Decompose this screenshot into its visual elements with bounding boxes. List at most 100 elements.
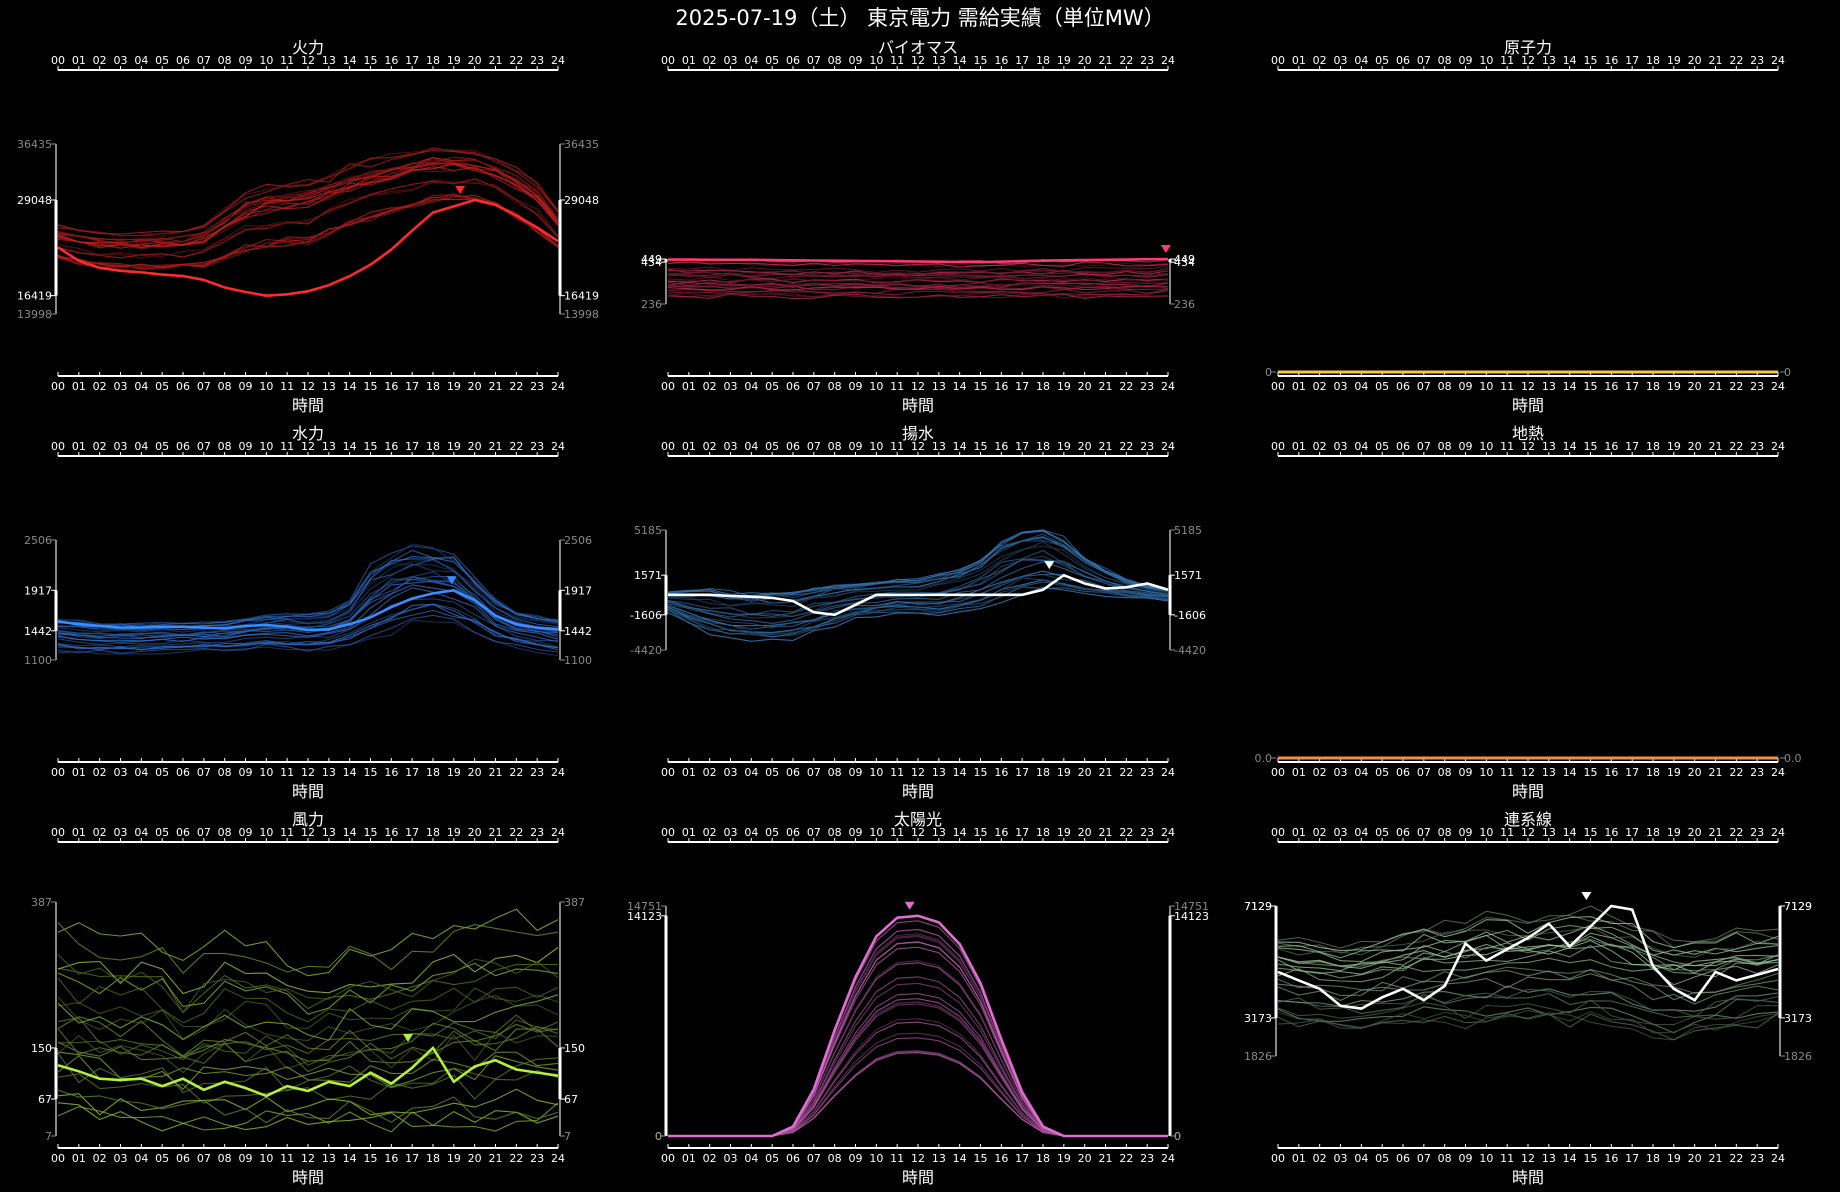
tick-label: 18: [426, 440, 440, 453]
panel-title: 風力: [291, 810, 324, 829]
history-line: [57, 181, 559, 257]
tick-label: 20: [1688, 766, 1702, 779]
main-title: 2025-07-19（土） 東京電力 需給実績（単位MW）: [675, 6, 1165, 30]
tick-label: 22: [509, 54, 523, 67]
tick-label: 09: [849, 440, 863, 453]
tick-label: 08: [218, 380, 232, 393]
tick-label: 12: [911, 826, 925, 839]
tick-label: 24: [1161, 54, 1175, 67]
history-line: [57, 149, 559, 235]
tick-label: 07: [197, 54, 211, 67]
max-label: 0: [1784, 366, 1791, 379]
history-line: [57, 166, 559, 249]
tick-label: 07: [1417, 1152, 1431, 1165]
current-max-label: 150: [564, 1042, 585, 1055]
tick-label: 17: [1625, 1152, 1639, 1165]
tick-label: 02: [93, 54, 107, 67]
tick-label: 02: [1313, 440, 1327, 453]
tick-label: 13: [1542, 766, 1556, 779]
tick-label: 01: [72, 54, 86, 67]
right-y-scale: 36435 29048 16419 13998: [558, 138, 599, 321]
panel-title: 連系線: [1503, 810, 1552, 829]
tick-label: 22: [1119, 826, 1133, 839]
history-line: [57, 1026, 559, 1073]
tick-label: 09: [849, 766, 863, 779]
tick-label: 11: [890, 380, 904, 393]
tick-label: 01: [682, 54, 696, 67]
history-line: [667, 555, 1169, 619]
current-max-label: 1571: [1174, 569, 1202, 582]
tick-label: 15: [974, 440, 988, 453]
tick-label: 02: [1313, 380, 1327, 393]
panel-title: 地熱: [1511, 424, 1544, 443]
min-label: 1826: [1784, 1050, 1812, 1063]
tick-label: 04: [744, 54, 758, 67]
peak-marker: [403, 1033, 413, 1042]
history-line: [667, 545, 1169, 607]
tick-label: 15: [974, 826, 988, 839]
history-line: [668, 920, 1168, 1137]
tick-label: 15: [974, 380, 988, 393]
tick-label: 11: [280, 440, 294, 453]
tick-label: 04: [1354, 766, 1368, 779]
tick-label: 18: [426, 54, 440, 67]
history-line: [57, 1102, 559, 1133]
tick-label: 15: [364, 766, 378, 779]
top-hour-axis: 00 01 02 03 04 05 06 07 08 09 10 11 12 13 14 15 16 17 18 19…: [1271, 54, 1785, 71]
tick-label: 22: [1729, 440, 1743, 453]
tick-label: 22: [1119, 54, 1133, 67]
history-line: [667, 277, 1169, 284]
tick-label: 01: [1292, 826, 1306, 839]
tick-label: 05: [1375, 1152, 1389, 1165]
bottom-hour-axis: 00 01 02 03 04 05 06 07 08 09 10 11 12 13 14 15 16 17 18 19…: [1271, 1144, 1785, 1165]
tick-label: 23: [530, 766, 544, 779]
tick-label: 03: [114, 766, 128, 779]
history-line: [667, 586, 1169, 638]
history-line: [57, 977, 559, 1024]
tick-label: 02: [93, 766, 107, 779]
tick-label: 16: [994, 1152, 1008, 1165]
tick-label: 08: [1438, 766, 1452, 779]
tick-label: 16: [994, 826, 1008, 839]
tick-label: 11: [280, 380, 294, 393]
tick-label: 05: [155, 54, 169, 67]
tick-label: 04: [134, 766, 148, 779]
tick-label: 00: [661, 440, 675, 453]
tick-label: 04: [134, 54, 148, 67]
tick-label: 21: [489, 380, 503, 393]
max-label: 14751: [1174, 900, 1209, 913]
peak-marker: [1044, 561, 1055, 570]
tick-label: 23: [530, 54, 544, 67]
history-lines: [1277, 905, 1779, 1041]
tick-label: 13: [932, 440, 946, 453]
tick-label: 18: [1646, 826, 1660, 839]
tick-label: 15: [974, 1152, 988, 1165]
chart-panel-6: 風力 時間 00 01 02 03 04 05 06 07 08 09 10 11 12 13 14 15 16 17…: [31, 806, 618, 1192]
max-label: 36435: [17, 138, 52, 151]
tick-label: 04: [1354, 54, 1368, 67]
tick-label: 20: [1078, 440, 1092, 453]
max-label: 2506: [24, 534, 52, 547]
tick-label: 21: [1099, 440, 1113, 453]
tick-label: 24: [1161, 826, 1175, 839]
tick-label: 23: [1140, 766, 1154, 779]
tick-label: 00: [51, 54, 65, 67]
right-y-scale: 2506 1917 1442 1100: [558, 534, 592, 667]
history-line: [57, 1051, 559, 1083]
tick-label: 07: [1417, 826, 1431, 839]
panel-title: バイオマス: [877, 38, 958, 57]
tick-label: 24: [1771, 766, 1785, 779]
tick-label: 06: [176, 54, 190, 67]
tick-label: 23: [1140, 1152, 1154, 1165]
tick-label: 14: [1563, 380, 1577, 393]
tick-label: 01: [1292, 766, 1306, 779]
tick-label: 10: [1479, 766, 1493, 779]
tick-label: 13: [932, 54, 946, 67]
tick-label: 04: [1354, 1152, 1368, 1165]
tick-label: 18: [1646, 380, 1660, 393]
tick-label: 01: [1292, 380, 1306, 393]
tick-label: 13: [1542, 380, 1556, 393]
history-line: [1277, 999, 1778, 1026]
tick-label: 19: [1667, 826, 1681, 839]
